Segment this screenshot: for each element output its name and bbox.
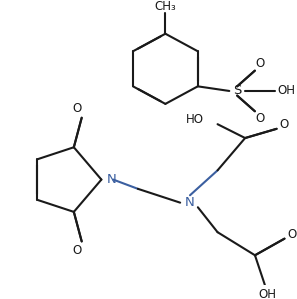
Text: OH: OH <box>259 288 277 299</box>
Text: N: N <box>185 196 195 209</box>
Text: S: S <box>233 84 241 97</box>
Text: N: N <box>106 173 116 186</box>
Text: O: O <box>288 228 297 240</box>
Text: O: O <box>255 57 264 70</box>
Text: O: O <box>72 244 81 257</box>
Text: OH: OH <box>277 84 296 97</box>
Text: O: O <box>255 112 264 125</box>
Text: O: O <box>72 102 81 115</box>
Text: HO: HO <box>186 113 204 126</box>
Text: CH₃: CH₃ <box>154 0 176 13</box>
Text: O: O <box>280 118 289 131</box>
